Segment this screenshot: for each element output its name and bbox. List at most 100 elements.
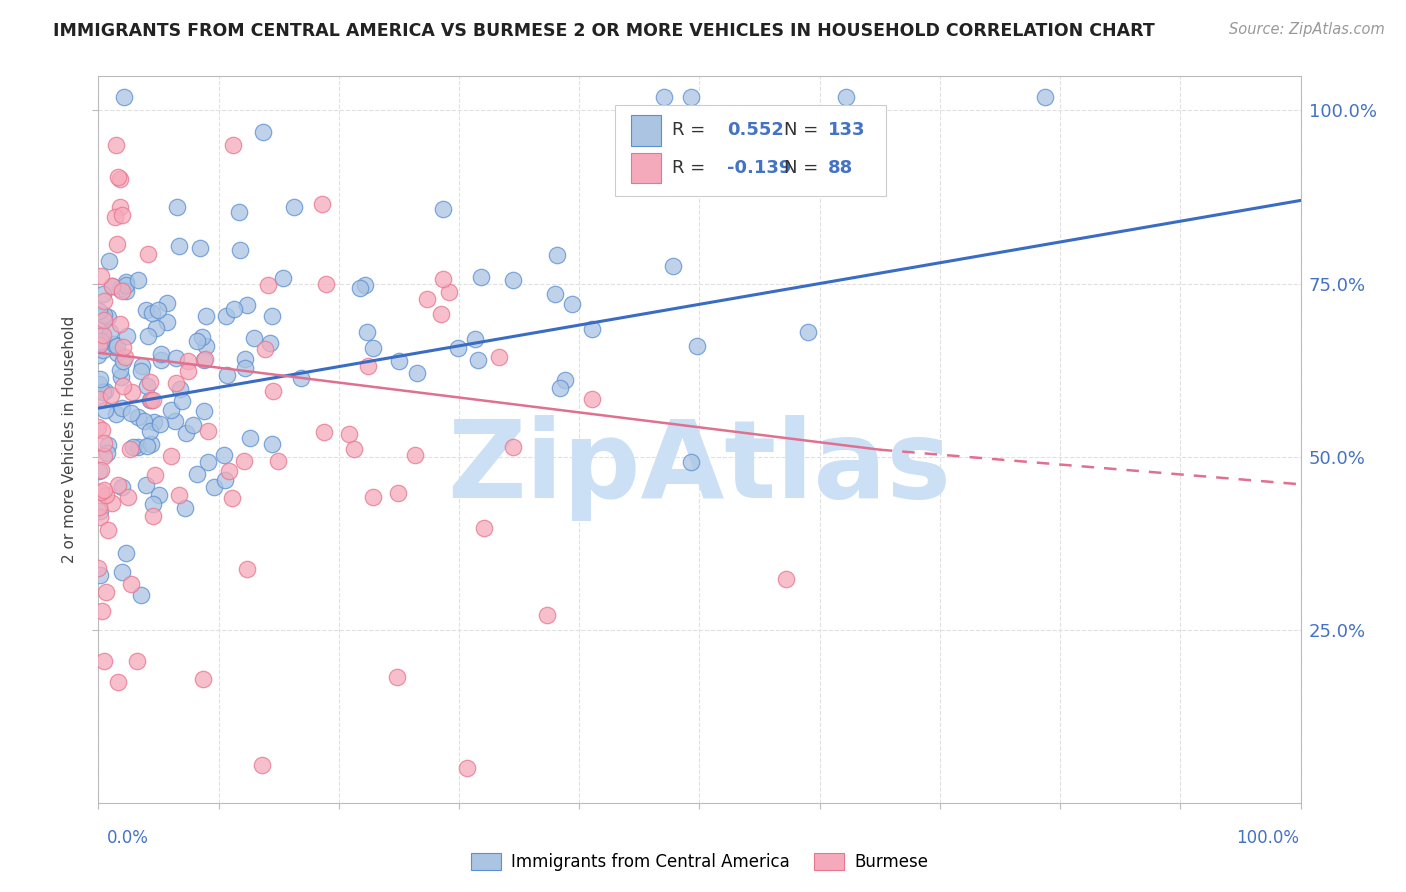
- Point: [97, 438, 120, 452]
- Point: [141, 509, 163, 524]
- Point: [112, 89, 135, 103]
- Point: [470, 269, 492, 284]
- Point: [110, 317, 132, 331]
- Point: [156, 314, 179, 328]
- Point: [141, 305, 163, 319]
- Point: [139, 393, 162, 408]
- Point: [544, 287, 567, 301]
- Point: [145, 321, 167, 335]
- Point: [93, 654, 115, 668]
- Point: [134, 414, 156, 428]
- Point: [195, 309, 218, 323]
- Point: [581, 322, 603, 336]
- Point: [131, 359, 153, 373]
- Point: [117, 491, 139, 505]
- Point: [239, 432, 262, 446]
- Point: [548, 381, 571, 395]
- Point: [100, 278, 122, 293]
- Text: 88: 88: [828, 159, 853, 178]
- Point: [91, 328, 114, 343]
- Point: [101, 278, 124, 293]
- Point: [100, 388, 122, 402]
- Point: [93, 449, 115, 463]
- Point: [554, 373, 576, 387]
- Point: [252, 125, 274, 139]
- Point: [1033, 89, 1056, 103]
- Point: [214, 473, 236, 487]
- Point: [96, 446, 118, 460]
- Point: [110, 282, 132, 296]
- Point: [94, 584, 117, 599]
- Point: [117, 328, 139, 343]
- Point: [215, 309, 238, 323]
- Point: [89, 504, 111, 518]
- Point: [467, 352, 489, 367]
- Point: [98, 254, 121, 268]
- Point: [89, 372, 111, 386]
- Point: [120, 576, 142, 591]
- Point: [243, 331, 266, 345]
- Point: [464, 333, 486, 347]
- Point: [104, 407, 127, 421]
- Point: [472, 521, 495, 535]
- Point: [93, 384, 115, 399]
- Text: 0.0%: 0.0%: [107, 829, 149, 847]
- Text: N =: N =: [783, 121, 824, 139]
- Point: [775, 572, 797, 586]
- Point: [353, 277, 375, 292]
- Point: [87, 500, 110, 515]
- Y-axis label: 2 or more Vehicles in Household: 2 or more Vehicles in Household: [62, 316, 77, 563]
- Point: [502, 272, 524, 286]
- FancyBboxPatch shape: [631, 115, 661, 145]
- Point: [165, 414, 187, 428]
- Point: [110, 370, 132, 384]
- Point: [159, 403, 181, 417]
- Point: [229, 243, 252, 257]
- Point: [127, 410, 149, 425]
- Point: [141, 437, 163, 451]
- Point: [681, 89, 703, 103]
- Point: [90, 329, 112, 343]
- Point: [107, 170, 129, 185]
- Point: [142, 497, 165, 511]
- FancyBboxPatch shape: [616, 105, 886, 195]
- Point: [212, 448, 235, 462]
- Point: [446, 342, 468, 356]
- Point: [136, 328, 159, 343]
- Point: [432, 202, 454, 216]
- Point: [93, 293, 115, 308]
- Point: [111, 208, 134, 222]
- Point: [90, 463, 112, 477]
- Point: [429, 307, 451, 321]
- Point: [139, 424, 162, 438]
- Point: [103, 210, 125, 224]
- Text: ZipAtlas: ZipAtlas: [447, 416, 952, 522]
- Point: [108, 200, 131, 214]
- Point: [183, 417, 205, 432]
- Point: [488, 350, 510, 364]
- Point: [416, 293, 439, 307]
- Point: [337, 427, 360, 442]
- Point: [387, 670, 409, 684]
- Point: [87, 560, 110, 574]
- Point: [188, 241, 211, 255]
- Text: Source: ZipAtlas.com: Source: ZipAtlas.com: [1229, 22, 1385, 37]
- Point: [361, 341, 384, 355]
- Point: [311, 197, 333, 211]
- Point: [197, 455, 219, 469]
- Point: [135, 477, 157, 491]
- Point: [156, 295, 179, 310]
- Point: [121, 440, 143, 454]
- Point: [406, 366, 429, 380]
- Point: [177, 364, 200, 378]
- Text: -0.139: -0.139: [727, 159, 792, 178]
- Point: [93, 312, 115, 326]
- Point: [90, 334, 112, 349]
- Point: [93, 436, 115, 450]
- Point: [115, 275, 138, 289]
- Point: [166, 200, 188, 214]
- Point: [89, 465, 111, 479]
- Point: [87, 420, 110, 434]
- Point: [127, 273, 149, 287]
- Point: [312, 425, 335, 439]
